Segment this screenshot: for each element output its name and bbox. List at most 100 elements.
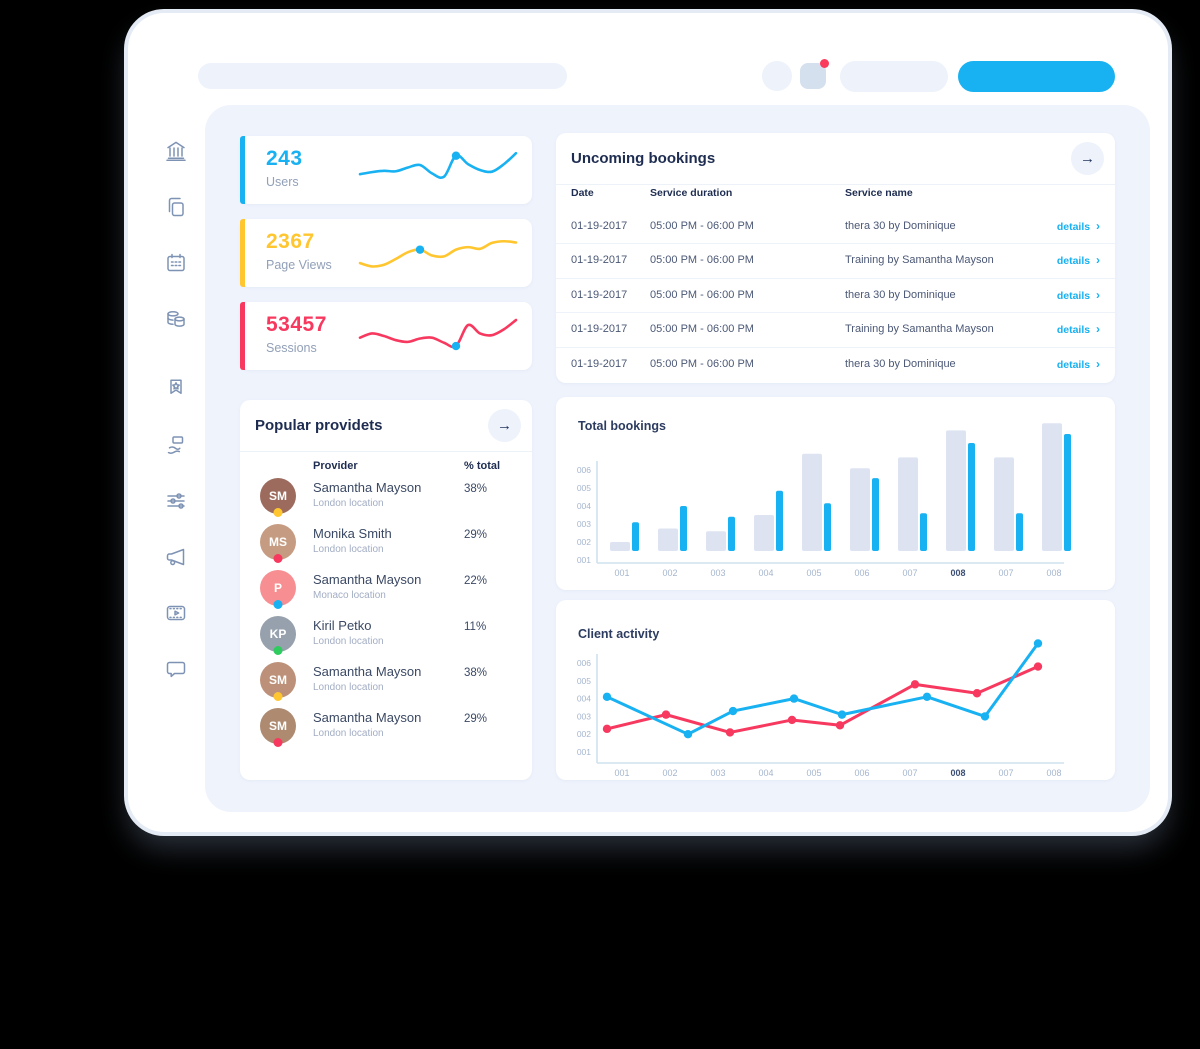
svg-text:002: 002 — [577, 729, 591, 739]
award-icon — [170, 379, 182, 394]
arrow-right-icon[interactable]: → — [488, 409, 521, 442]
app-window: 243 Users 2367 Page Views 53457 Sessions Unco… — [128, 13, 1168, 832]
status-dot — [273, 646, 283, 655]
svg-text:007: 007 — [902, 568, 917, 578]
sidebar-item-calendar[interactable] — [164, 251, 188, 275]
svg-text:004: 004 — [577, 501, 591, 511]
table-row: 01-19-2017 05:00 PM - 06:00 PM thera 30 by… — [556, 210, 1115, 245]
secondary-action-button[interactable] — [840, 61, 948, 92]
stat-value: 243 — [266, 147, 303, 170]
sidebar-item-sliders[interactable] — [164, 489, 188, 513]
sidebar-item-megaphone[interactable] — [164, 545, 188, 569]
booking-date: 01-19-2017 — [571, 323, 628, 336]
chevron-right-icon: › — [1096, 287, 1100, 302]
booking-duration: 05:00 PM - 06:00 PM — [650, 220, 754, 232]
provider-name: Samantha Mayson — [313, 572, 422, 587]
svg-text:003: 003 — [710, 568, 725, 578]
list-item: P Samantha Mayson Monaco location 22% — [240, 566, 532, 612]
dashboard-content: 243 Users 2367 Page Views 53457 Sessions Unco… — [205, 105, 1150, 812]
table-header: Date Service duration Service name — [556, 177, 1115, 210]
total-bookings-chart: 001 002 003 004 005 006 001 002 003 004 005 006 007 0… — [577, 423, 1071, 578]
search-input[interactable] — [198, 63, 567, 89]
sidebar-item-documents[interactable] — [164, 195, 188, 219]
sliders-icon — [167, 493, 185, 509]
svg-text:006: 006 — [577, 658, 591, 668]
details-link[interactable]: details › — [1056, 356, 1100, 371]
chat-icon — [166, 661, 186, 678]
column-date: Date — [571, 187, 594, 199]
sidebar-item-hand-card[interactable] — [164, 433, 188, 457]
svg-text:004: 004 — [758, 768, 773, 778]
client-activity-chart: 001 002 003 004 005 006 001 002 003 004 005 006 007 0… — [577, 639, 1064, 778]
bookings-table: 01-19-2017 05:00 PM - 06:00 PM thera 30 by… — [556, 210, 1115, 381]
provider-location: London location — [313, 728, 384, 739]
svg-text:001: 001 — [614, 568, 629, 578]
stat-accent-bar — [240, 302, 245, 370]
popular-providers-panel: Popular providets → Provider % total SM S… — [240, 400, 532, 780]
video-icon — [166, 605, 186, 621]
status-dot — [273, 600, 283, 609]
stat-card-sessions[interactable]: 53457 Sessions — [240, 302, 532, 370]
stat-card-page-views[interactable]: 2367 Page Views — [240, 219, 532, 287]
booking-date: 01-19-2017 — [571, 357, 628, 370]
table-row: 01-19-2017 05:00 PM - 06:00 PM Training by… — [556, 244, 1115, 279]
list-item: SM Samantha Mayson London location 29% — [240, 704, 532, 750]
calendar-icon — [167, 253, 185, 272]
avatar: SM — [260, 662, 296, 701]
list-item: SM Samantha Mayson London location 38% — [240, 658, 532, 704]
chart-title: Client activity — [578, 627, 660, 641]
sidebar-nav — [162, 139, 190, 681]
svg-text:002: 002 — [662, 568, 677, 578]
column-duration: Service duration — [650, 187, 733, 199]
column-total: % total — [464, 460, 501, 472]
arrow-right-icon[interactable]: → — [1071, 142, 1104, 175]
booking-date: 01-19-2017 — [571, 288, 628, 301]
notifications-button[interactable] — [800, 59, 829, 89]
sidebar-item-award[interactable] — [164, 377, 188, 401]
panel-title: Uncoming bookings — [571, 150, 716, 167]
booking-service: Training by Samantha Mayson — [845, 254, 994, 267]
provider-name: Monika Smith — [313, 526, 392, 541]
svg-text:005: 005 — [577, 676, 591, 686]
svg-text:001: 001 — [577, 555, 591, 565]
svg-text:006: 006 — [854, 768, 869, 778]
sidebar-item-institution[interactable] — [164, 139, 188, 163]
provider-percent: 29% — [464, 529, 488, 541]
booking-duration: 05:00 PM - 06:00 PM — [650, 323, 754, 336]
stat-label: Sessions — [266, 341, 317, 355]
details-link[interactable]: details › — [1056, 253, 1100, 268]
list-header: Provider % total — [240, 450, 532, 482]
providers-list: SM Samantha Mayson London location 38% MS Mon… — [240, 474, 532, 750]
status-dot — [273, 508, 283, 517]
details-link[interactable]: details › — [1056, 287, 1100, 302]
stat-card-users[interactable]: 243 Users — [240, 136, 532, 204]
provider-location: London location — [313, 498, 384, 509]
sidebar-item-chat[interactable] — [164, 657, 188, 681]
column-provider: Provider — [313, 460, 358, 472]
booking-service: thera 30 by Dominique — [845, 220, 956, 232]
svg-text:008: 008 — [1046, 568, 1061, 578]
svg-text:005: 005 — [806, 568, 821, 578]
svg-text:006: 006 — [854, 568, 869, 578]
svg-text:003: 003 — [577, 711, 591, 721]
table-row: 01-19-2017 05:00 PM - 06:00 PM Training by… — [556, 313, 1115, 348]
list-item: MS Monika Smith London location 29% — [240, 520, 532, 566]
primary-action-button[interactable] — [958, 61, 1115, 92]
megaphone-icon — [166, 548, 185, 566]
details-link[interactable]: details › — [1056, 219, 1100, 233]
sidebar-item-coins[interactable] — [164, 307, 188, 331]
svg-text:002: 002 — [577, 537, 591, 547]
avatar: MS — [260, 524, 296, 563]
svg-text:005: 005 — [577, 483, 591, 493]
user-avatar-button[interactable] — [762, 61, 792, 91]
booking-service: thera 30 by Dominique — [845, 357, 956, 370]
stat-accent-bar — [240, 219, 245, 287]
stat-value: 53457 — [266, 313, 327, 336]
institution-icon — [166, 141, 186, 162]
svg-text:001: 001 — [577, 747, 591, 757]
svg-text:004: 004 — [577, 694, 591, 704]
details-link[interactable]: details › — [1056, 322, 1100, 337]
documents-icon — [168, 197, 184, 217]
svg-text:008: 008 — [950, 768, 965, 778]
sidebar-item-video[interactable] — [164, 601, 188, 625]
